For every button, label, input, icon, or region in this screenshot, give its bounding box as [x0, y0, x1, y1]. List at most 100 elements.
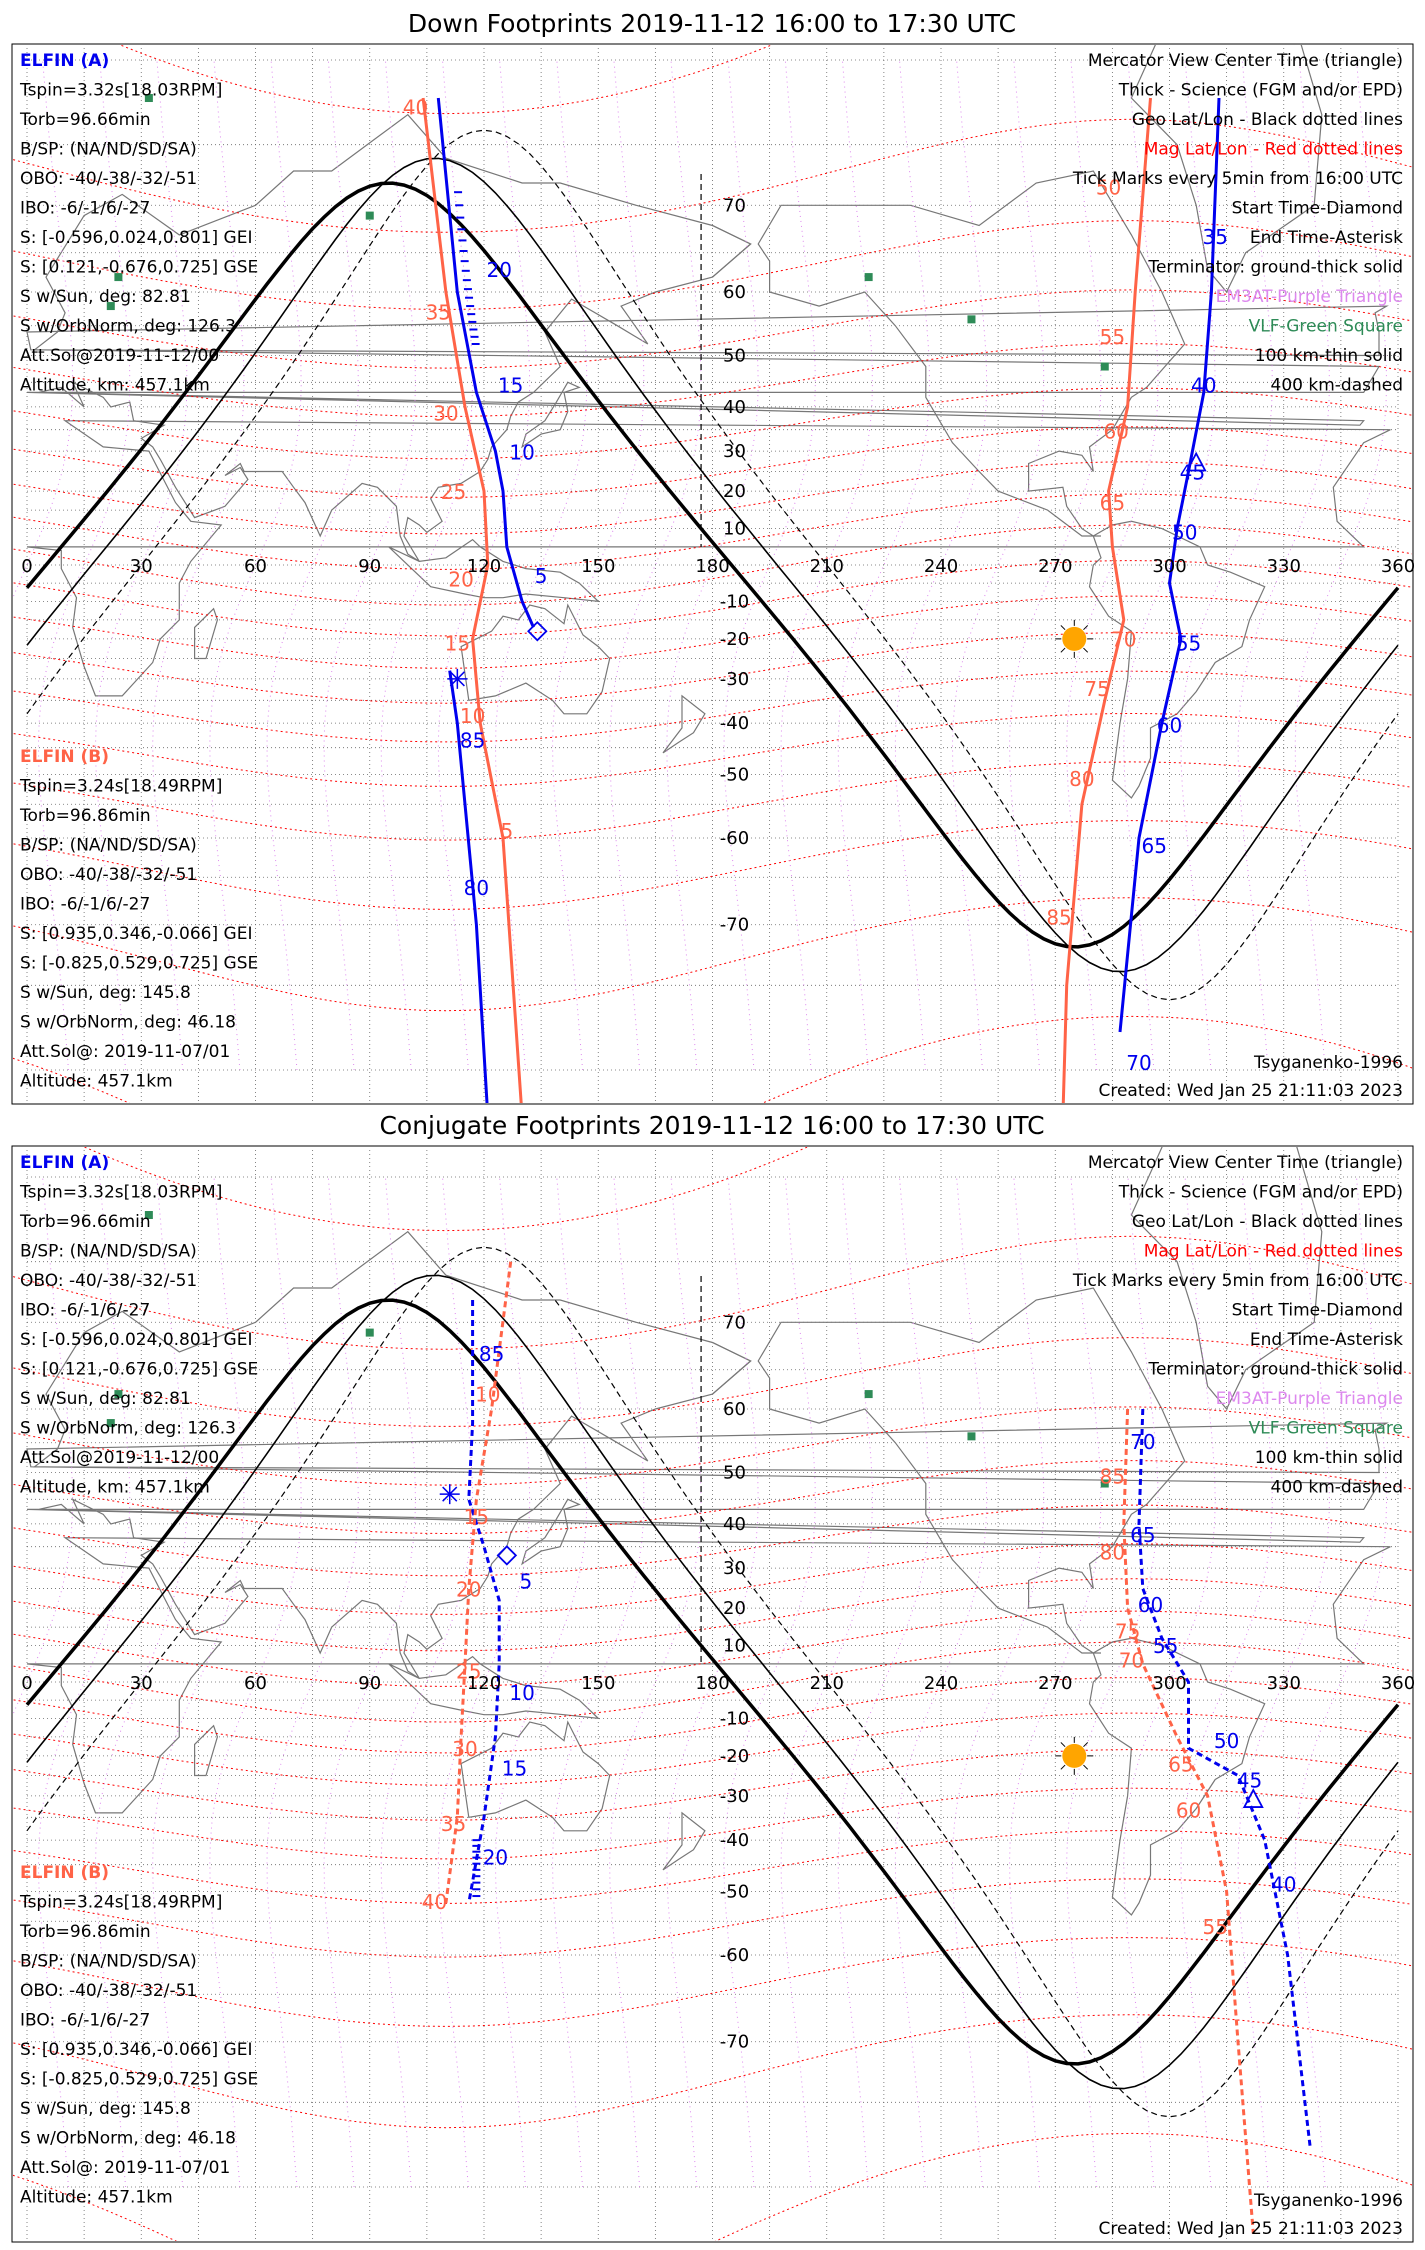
elfin-a-info-line: OBO: -40/-38/-32/-51	[20, 169, 197, 189]
elfin-a-info-line: Tspin=3.32s[18.03RPM]	[19, 81, 222, 101]
mag-longitude-line	[266, 1176, 359, 2188]
vlf-green-square	[864, 1390, 873, 1399]
longitude-tick-label: 120	[467, 1673, 501, 1694]
elfin-b-time-label: 30	[433, 402, 458, 426]
elfin-b-time-label: 25	[441, 480, 466, 504]
mag-latitude-line	[119, 45, 773, 115]
latitude-tick-label: -10	[720, 1708, 749, 1729]
legend-line: EM3AT-Purple Triangle	[1216, 1389, 1403, 1409]
elfin-a-track-atlantic	[1118, 97, 1221, 1033]
coastlines	[26, 45, 1391, 799]
coastline-eurasia	[26, 113, 1381, 562]
coastline-uk	[26, 1422, 1389, 1474]
coastline-indonesia	[388, 538, 600, 603]
mag-longitude-line	[1123, 1176, 1216, 2188]
elfin-b-info-line: IBO: -6/-1/6/-27	[20, 895, 150, 915]
elfin-a-time-label: 65	[1130, 1523, 1155, 1547]
legend-line: Thick - Science (FGM and/or EPD)	[1118, 1183, 1403, 1203]
mag-latitude-line	[13, 1878, 1412, 1958]
legend-line: 100 km-thin solid	[1255, 1448, 1403, 1468]
longitude-tick-label: 210	[810, 556, 844, 577]
elfin-a-time-label: 40	[1191, 373, 1216, 397]
mag-longitude-line	[323, 1176, 416, 2188]
mag-longitude-line	[1123, 59, 1216, 1071]
elfin-a-time-label: 10	[509, 440, 534, 464]
elfin-a-info-line: B/SP: (NA/ND/SD/SA)	[20, 1242, 197, 1262]
legend-line: EM3AT-Purple Triangle	[1216, 287, 1403, 307]
longitude-tick-label: 360	[1381, 556, 1415, 577]
elfin-b-time-label: 10	[460, 704, 485, 728]
mag-longitude-line	[1294, 1176, 1388, 2188]
sun-icon	[1055, 619, 1094, 658]
mag-latitude-line	[13, 1337, 1412, 1427]
legend-line: 100 km-thin solid	[1255, 346, 1403, 366]
mag-longitude-line	[1066, 1176, 1159, 2188]
mag-latitude-line	[13, 761, 1412, 841]
elfin-b-time-label: 25	[456, 1659, 481, 1683]
mag-longitude-line	[780, 1176, 873, 2188]
mag-longitude-line	[1180, 1176, 1273, 2188]
legend-line: 400 km-dashed	[1271, 1478, 1403, 1498]
vlf-green-square	[106, 1419, 115, 1428]
elfin-a-track-pacific	[467, 1300, 501, 1904]
longitude-tick-label: 300	[1152, 1673, 1186, 1694]
longitude-tick-label: 300	[1152, 556, 1186, 577]
latitude-tick-label: -40	[720, 713, 749, 734]
mag-latitude-line	[13, 220, 1412, 310]
elfin-b-time-label: 40	[422, 1890, 447, 1914]
latitude-tick-label: -30	[720, 669, 749, 690]
longitude-tick-label: 60	[244, 556, 267, 577]
mag-latitude-line	[13, 1677, 1412, 1754]
coastline-n-america	[757, 1287, 1186, 1654]
longitude-tick-label: 150	[581, 556, 615, 577]
elfin-b-info-line: S w/OrbNorm, deg: 46.18	[20, 1013, 236, 1033]
elfin-b-time-label: 80	[1069, 767, 1094, 791]
latitude-tick-label: -60	[720, 1945, 749, 1966]
terminator	[25, 1246, 1400, 2118]
elfin-b-time-label: 35	[426, 300, 451, 324]
coastline-africa	[26, 1537, 1391, 1814]
elfin-a-time-label: 50	[1172, 521, 1197, 545]
mag-latitude-line	[13, 897, 1412, 1012]
mag-longitude-line	[1237, 1176, 1330, 2188]
mag-grid	[13, 45, 1412, 1103]
vlf-green-square	[365, 211, 374, 220]
elfin-b-time-label: 50	[1096, 175, 1121, 199]
elfin-b-info-line: B/SP: (NA/ND/SD/SA)	[20, 1952, 197, 1972]
footprint-tracks: 20 15 10 5 85 80 35 40 45 50 55 60 65 70 40 35 30 25 20 15 1…	[106, 94, 1228, 1103]
vlf-green-square	[144, 1211, 153, 1220]
latitude-tick-label: 70	[723, 195, 746, 216]
sun-icon	[1055, 1736, 1094, 1775]
elfin-a-time-label: 20	[487, 258, 512, 282]
elfin-a-header: ELFIN (A)	[20, 51, 109, 71]
elfin-b-time-label: 70	[1111, 628, 1136, 652]
elfin-a-info-line: S w/Sun, deg: 82.81	[20, 287, 191, 307]
longitude-tick-label: 90	[358, 556, 381, 577]
mag-longitude-line	[380, 59, 474, 1071]
mag-longitude-line	[1009, 59, 1102, 1071]
elfin-a-time-label: 10	[509, 1681, 534, 1705]
elfin-b-time-label: 35	[441, 1812, 466, 1836]
elfin-a-info-line: B/SP: (NA/ND/SD/SA)	[20, 140, 197, 160]
longitude-tick-label: 330	[1267, 1673, 1301, 1694]
latitude-tick-label: -50	[720, 765, 749, 786]
latitude-tick-label: 40	[723, 1514, 746, 1535]
latitude-tick-label: 60	[723, 1399, 746, 1420]
elfin-b-time-label: 30	[452, 1737, 477, 1761]
latitude-tick-label: 50	[723, 1462, 746, 1483]
latitude-tick-label: -70	[720, 2032, 749, 2053]
elfin-b-info-line: S w/Sun, deg: 145.8	[20, 983, 191, 1003]
elfin-b-time-label: 65	[1168, 1752, 1193, 1776]
longitude-tick-label: 0	[21, 556, 32, 577]
legend-line: Geo Lat/Lon - Black dotted lines	[1132, 1212, 1403, 1232]
elfin-b-info-line: Tspin=3.24s[18.49RPM]	[19, 1893, 222, 1913]
end-asterisk-a	[447, 668, 468, 689]
vlf-green-square	[106, 302, 115, 311]
conjugate-footprints-panel: Conjugate Footprints 2019-11-12 16:00 to…	[11, 1111, 1415, 2243]
mag-longitude-line	[95, 59, 188, 1071]
elfin-b-time-label: 40	[403, 96, 428, 120]
vlf-green-square	[967, 1432, 976, 1441]
mag-longitude-line	[1009, 1176, 1102, 2188]
elfin-a-info-line: Att.Sol@2019-11-12/00	[20, 346, 219, 366]
mag-longitude-line	[780, 59, 873, 1071]
